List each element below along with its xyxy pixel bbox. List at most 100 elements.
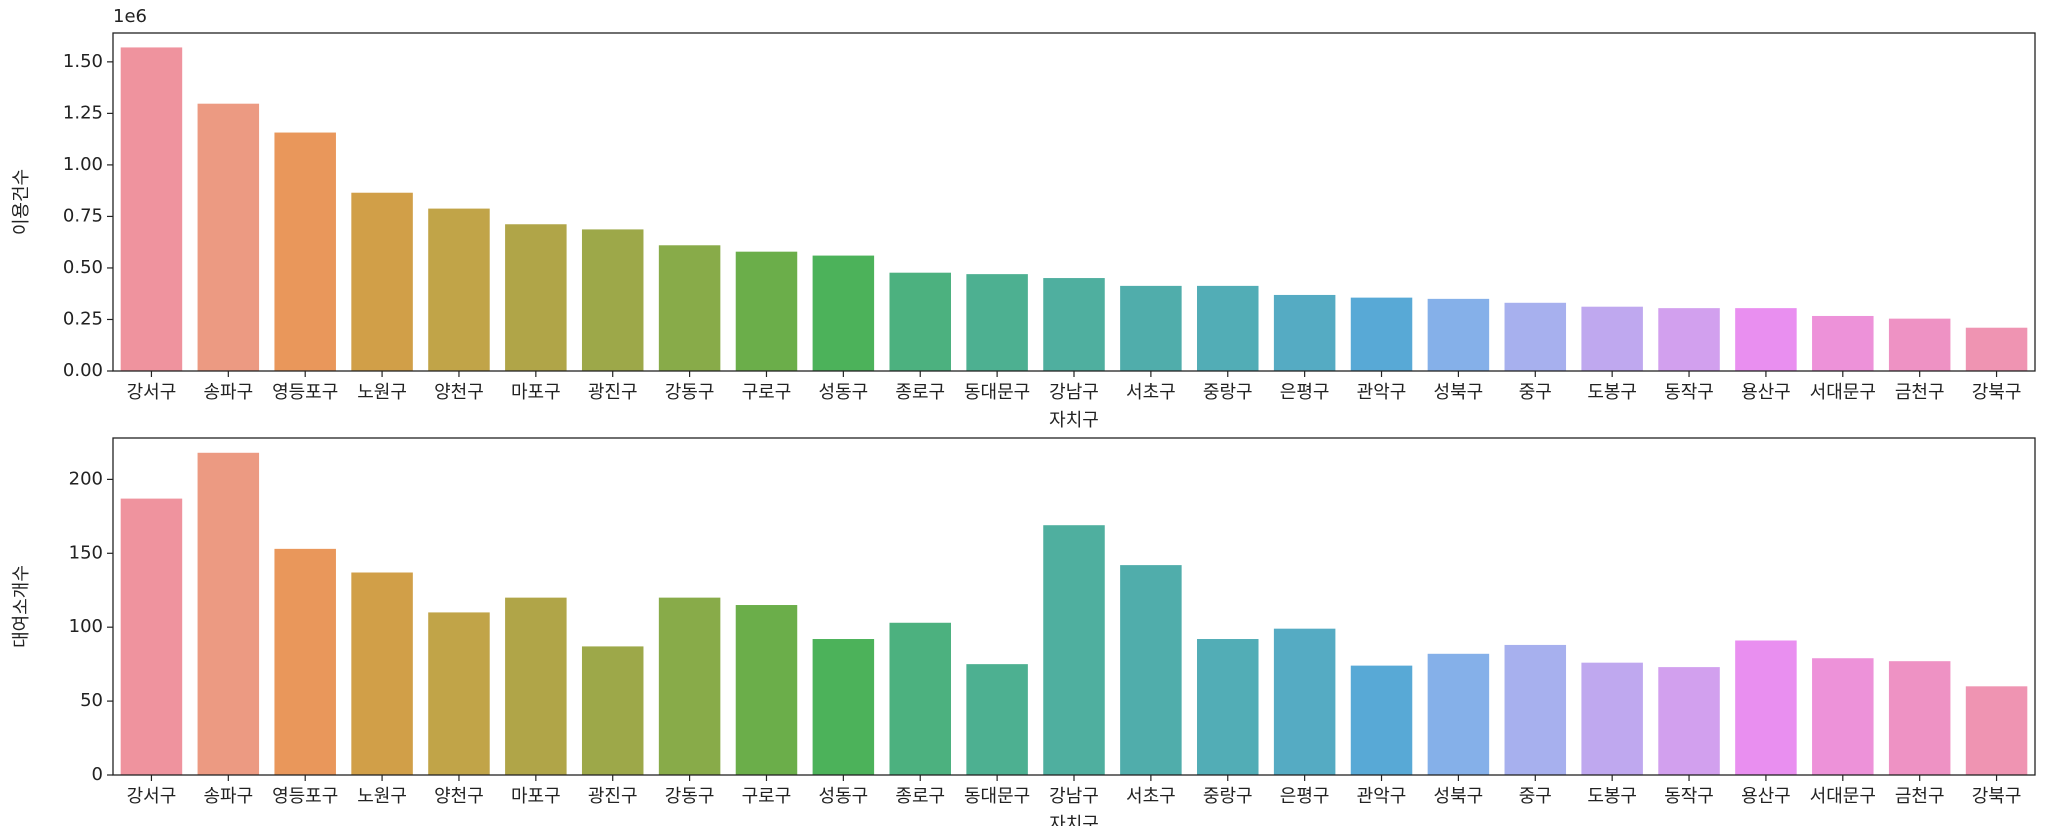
bar [1735,640,1797,775]
x-tick-label: 동대문구 [964,382,1030,403]
y-axis-label: 이용건수 [11,169,32,235]
y-tick-label: 1.00 [63,154,103,175]
x-tick-label: 동작구 [1664,382,1714,403]
x-tick-label: 금천구 [1895,786,1945,807]
x-tick-label: 광진구 [588,786,638,807]
bar [735,605,798,775]
x-tick-label: 성북구 [1434,382,1484,403]
bar [1043,525,1105,775]
bar [1658,308,1720,371]
y-tick-label: 100 [69,616,103,637]
x-tick-label: 성동구 [819,382,869,403]
x-tick-label: 강동구 [665,382,715,403]
x-tick-label: 중랑구 [1203,786,1253,807]
x-tick-label: 구로구 [742,786,792,807]
y-axis-label: 대여소개수 [11,565,32,648]
x-tick-label: 중랑구 [1203,382,1253,403]
x-tick-label: 송파구 [203,382,253,403]
bar [889,272,951,371]
x-tick-label: 강북구 [1972,382,2022,403]
y-tick-label: 0 [92,764,103,785]
x-tick-label: 금천구 [1895,382,1945,403]
bar [1197,639,1259,775]
bar [1273,294,1336,371]
bar [1120,285,1182,371]
bar [812,255,875,371]
x-tick-label: 강북구 [1972,786,2022,807]
x-tick-label: 강서구 [127,382,177,403]
x-tick-label: 성동구 [819,786,869,807]
bar [1965,327,2028,371]
plot-frame [112,437,2036,776]
bar [1350,297,1413,371]
offset-text: 1e6 [113,6,147,27]
x-tick-label: 도봉구 [1587,382,1637,403]
bar [505,224,567,371]
x-tick-label: 구로구 [742,382,792,403]
bar [1504,644,1567,775]
bar [966,664,1028,775]
bar [274,548,336,775]
x-tick-label: 강남구 [1049,786,1099,807]
bar [1812,315,1874,371]
bar [1812,658,1874,775]
x-tick-label: 성북구 [1434,786,1484,807]
bar [351,192,413,371]
x-tick-label: 마포구 [511,786,561,807]
y-tick-label: 0.00 [63,360,103,381]
x-tick-label: 광진구 [588,382,638,403]
x-tick-label: 동작구 [1664,786,1714,807]
x-tick-label: 동대문구 [964,786,1030,807]
y-tick-label: 1.50 [63,51,103,72]
x-tick-label: 은평구 [1280,786,1330,807]
bar [966,274,1028,371]
bar [658,245,721,371]
bar [735,251,798,371]
bar [1273,628,1336,775]
bar [505,597,567,775]
x-tick-label: 서초구 [1126,382,1176,403]
bar [1581,306,1643,371]
bar [1120,565,1182,775]
x-tick-label: 강동구 [665,786,715,807]
bar [1888,318,1951,371]
bar [120,498,183,775]
x-tick-label: 강남구 [1049,382,1099,403]
x-tick-label: 중구 [1519,786,1552,807]
y-tick-label: 1.25 [63,102,103,123]
bar [1427,653,1490,775]
bar [1197,285,1259,371]
bar [1888,661,1951,775]
plot-frame [112,32,2036,372]
x-tick-label: 마포구 [511,382,561,403]
bar [428,612,490,775]
y-tick-label: 0.75 [63,205,103,226]
y-tick-label: 0.50 [63,257,103,278]
x-tick-label: 서대문구 [1810,786,1876,807]
bar [1735,308,1797,371]
x-tick-label: 도봉구 [1587,786,1637,807]
x-tick-label: 노원구 [357,382,407,403]
bar [1043,278,1105,371]
x-tick-label: 용산구 [1741,382,1791,403]
bar [1581,662,1643,775]
bar [812,639,875,775]
x-tick-label: 종로구 [895,786,945,807]
bar [1427,298,1490,371]
bar [120,47,183,372]
x-tick-label: 송파구 [203,786,253,807]
x-tick-label: 강서구 [127,786,177,807]
x-tick-label: 은평구 [1280,382,1330,403]
bar [581,646,644,775]
x-tick-label: 서초구 [1126,786,1176,807]
bar [197,103,260,371]
bar [197,452,260,775]
y-tick-label: 150 [69,542,103,563]
x-tick-label: 영등포구 [272,786,338,807]
x-axis-label: 자치구 [1049,814,1099,826]
bar [351,572,413,775]
bar [1965,686,2028,775]
x-tick-label: 양천구 [434,786,484,807]
bar [428,208,490,371]
